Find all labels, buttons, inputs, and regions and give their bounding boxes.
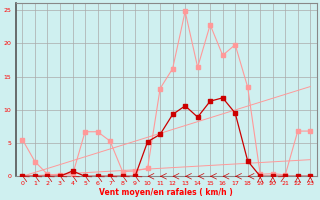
X-axis label: Vent moyen/en rafales ( km/h ): Vent moyen/en rafales ( km/h ): [100, 188, 233, 197]
